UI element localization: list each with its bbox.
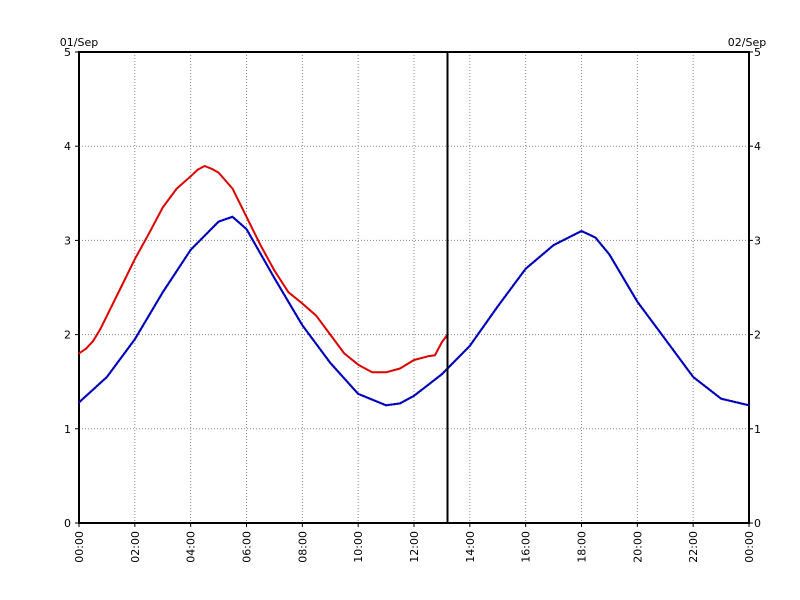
date-label-left: 01/Sep <box>60 36 98 49</box>
y-tick-label-right: 3 <box>754 234 761 247</box>
y-tick-label: 2 <box>64 329 71 342</box>
y-tick-label-right: 5 <box>754 46 761 59</box>
y-tick-label: 0 <box>64 517 71 530</box>
plot-frame <box>78 51 750 524</box>
series-layer <box>77 165 751 407</box>
y-tick-label: 1 <box>64 423 71 436</box>
y-tick-label-right: 4 <box>754 140 761 153</box>
y-tick-label: 5 <box>64 46 71 59</box>
y-tick-label: 4 <box>64 140 71 153</box>
x-tick-label: 08:00 <box>296 531 309 563</box>
predicted-series-line <box>77 215 751 407</box>
y-tick-label-right: 2 <box>754 329 761 342</box>
x-tick-label: 04:00 <box>185 531 198 563</box>
x-tick-label: 14:00 <box>464 531 477 563</box>
x-tick-label: 20:00 <box>631 531 644 563</box>
y-tick-label: 3 <box>64 234 71 247</box>
x-tick-label: 10:00 <box>352 531 365 563</box>
y-tick-label-right: 1 <box>754 423 761 436</box>
x-tick-label: 02:00 <box>129 531 142 563</box>
observed-series-line <box>78 165 449 374</box>
y-tick-label-right: 0 <box>754 517 761 530</box>
x-tick-label: 12:00 <box>408 531 421 563</box>
x-tick-label: 18:00 <box>576 531 589 563</box>
x-tick-label: 00:00 <box>73 531 86 563</box>
grid <box>79 52 749 523</box>
x-tick-label: 06:00 <box>241 531 254 563</box>
x-tick-label: 16:00 <box>520 531 533 563</box>
date-label-right: 02/Sep <box>728 36 766 49</box>
x-axis: 00:00 02:00 04:00 06:00 08:00 10:00 12:00 14:00… <box>73 523 756 563</box>
y-axis: 0 0 1 1 2 2 3 3 4 4 5 5 <box>64 46 761 530</box>
x-tick-label: 00:00 <box>743 531 756 563</box>
x-tick-label: 22:00 <box>687 531 700 563</box>
